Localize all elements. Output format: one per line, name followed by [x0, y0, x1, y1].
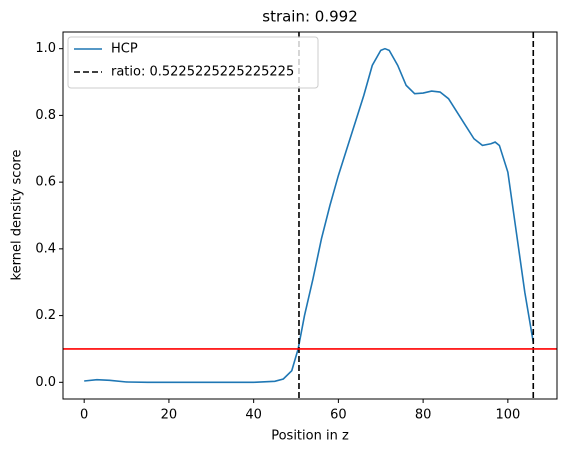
y-tick-label: 0.2 — [35, 308, 56, 323]
chart-title: strain: 0.992 — [262, 8, 358, 26]
y-tick-label: 0.6 — [35, 175, 56, 190]
x-tick-label: 20 — [161, 408, 178, 423]
x-tick-label: 40 — [245, 408, 262, 423]
y-axis-label: kernel density score — [10, 150, 25, 281]
legend-label: ratio: 0.5225225225225225 — [111, 65, 294, 80]
y-tick-label: 1.0 — [35, 41, 56, 56]
x-axis-label: Position in z — [271, 429, 349, 444]
y-tick-label: 0.8 — [35, 108, 56, 123]
x-tick-label: 80 — [415, 408, 432, 423]
axes-frame — [62, 31, 558, 400]
x-tick-label: 0 — [80, 408, 88, 423]
x-tick-label: 100 — [495, 408, 520, 423]
data-line — [84, 47, 535, 384]
x-tick-label: 60 — [330, 408, 347, 423]
y-tick-label: 0.0 — [35, 375, 56, 390]
y-tick-label: 0.4 — [35, 241, 56, 256]
legend-label: HCP — [111, 42, 138, 57]
legend-box — [67, 36, 319, 89]
